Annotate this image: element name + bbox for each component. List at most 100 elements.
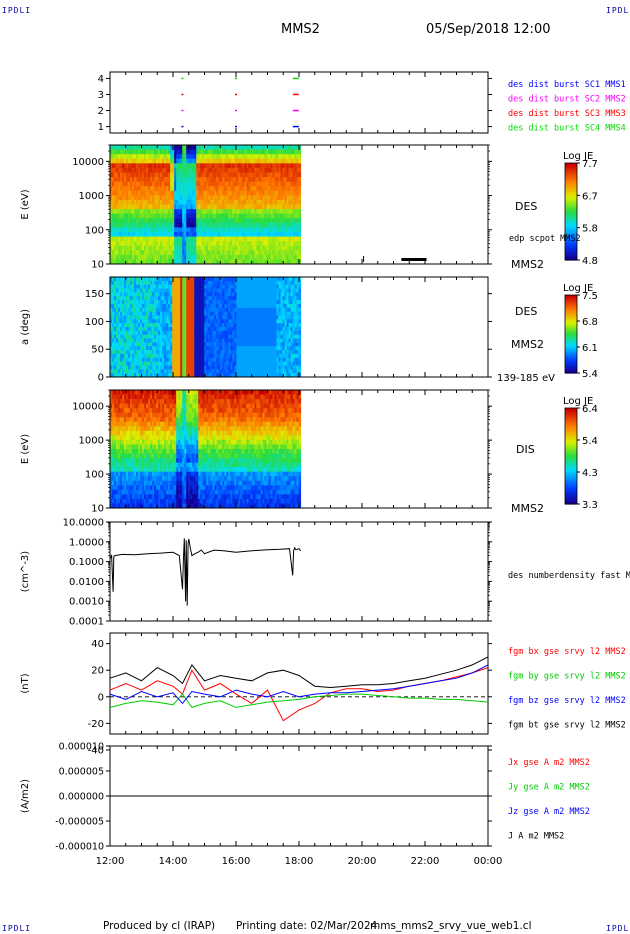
des-energy-cell	[270, 204, 273, 210]
des-pitch-cell	[276, 369, 280, 374]
des-energy-cell	[238, 259, 241, 265]
des-energy-cell	[112, 209, 115, 215]
des-pitch-cell	[170, 365, 173, 370]
des-pitch-cell	[208, 350, 211, 355]
des-energy-cell	[112, 186, 115, 192]
des-pitch-cell	[242, 284, 245, 290]
des-energy-cell	[258, 195, 261, 201]
des-energy-cell	[180, 190, 183, 196]
des-energy-cell	[132, 227, 135, 233]
des-energy-cell	[214, 213, 217, 219]
des-pitch-cell	[208, 300, 211, 305]
des-pitch-cell	[212, 280, 215, 286]
des-energy-cell	[236, 213, 239, 219]
des-energy-cell	[172, 158, 175, 164]
des-energy-cell	[178, 154, 181, 160]
des-energy-cell	[130, 149, 133, 155]
des-pitch-cell	[234, 361, 237, 366]
des-pitch-cell	[230, 319, 233, 324]
des-pitch-cell	[208, 342, 211, 347]
des-energy-cell	[198, 259, 201, 265]
des-energy-cell	[290, 181, 294, 187]
des-pitch-cell	[214, 292, 217, 297]
des-energy-cell	[202, 204, 205, 210]
des-energy-cell	[144, 149, 147, 155]
des-energy-cell	[240, 145, 243, 151]
des-energy-cell	[196, 163, 199, 169]
des-energy-cell	[166, 190, 169, 196]
des-energy-cell	[270, 199, 273, 205]
des-pitch-cell	[210, 296, 213, 301]
des-energy-cell	[148, 250, 151, 256]
des-pitch-cell	[110, 373, 113, 378]
des-pitch-cell	[162, 369, 165, 374]
des-energy-cell	[274, 154, 278, 160]
des-energy-cell	[186, 190, 189, 196]
des-pitch-cell	[224, 334, 227, 340]
des-energy-cell	[252, 149, 255, 155]
des-energy-cell	[112, 172, 115, 178]
des-pitch-cell	[240, 361, 243, 366]
des-energy-cell	[230, 227, 233, 233]
des-pitch-cell	[202, 296, 205, 301]
des-pitch-cell	[136, 280, 139, 286]
des-pitch-cell	[120, 373, 123, 378]
des-energy-cell	[200, 181, 203, 187]
des-energy-cell	[192, 245, 195, 251]
des-pitch-cell	[146, 296, 149, 301]
des-energy-cell	[140, 218, 143, 224]
des-energy-cell	[150, 195, 153, 201]
des-energy-cell	[288, 204, 292, 210]
des-pitch-cell	[192, 327, 195, 332]
des-energy-cell	[182, 245, 185, 251]
des-pitch-cell	[242, 353, 245, 359]
des-energy-cell	[296, 227, 300, 233]
des-energy-cell	[176, 213, 179, 219]
des-energy-cell	[262, 154, 265, 160]
des-energy-cell	[182, 204, 185, 210]
des-pitch-cell	[218, 342, 221, 347]
des-pitch-cell	[246, 373, 249, 378]
des-energy-cell	[264, 236, 267, 242]
des-pitch-cell	[130, 303, 133, 309]
des-pitch-cell	[138, 307, 141, 313]
des-energy-cell	[170, 149, 173, 155]
des-energy-cell	[126, 199, 129, 205]
des-pitch-cell	[272, 284, 275, 290]
des-energy-cell	[206, 254, 209, 260]
des-pitch-cell	[252, 307, 255, 313]
des-energy-cell	[294, 158, 298, 164]
des-energy-cell	[202, 236, 205, 242]
des-pitch-cell	[252, 361, 255, 366]
des-energy-cell	[202, 245, 205, 251]
des-pitch-cell	[154, 292, 157, 297]
des-energy-cell	[170, 167, 173, 173]
des-energy-cell	[140, 236, 143, 242]
des-energy-cell	[140, 190, 143, 196]
des-pitch-cell	[274, 369, 278, 374]
des-energy-cell	[122, 149, 125, 155]
des-pitch-cell	[246, 280, 249, 286]
des-pitch-cell	[154, 323, 157, 328]
des-energy-cell	[290, 245, 294, 251]
des-energy-cell	[214, 177, 217, 183]
des-energy-cell	[282, 250, 286, 256]
burst-legend-entry: des dist burst SC3 MMS3	[508, 109, 626, 119]
des-energy-cell	[220, 186, 223, 192]
des-energy-cell	[134, 254, 137, 260]
des-energy-cell	[132, 163, 135, 169]
des-pitch-cell	[184, 323, 187, 328]
des-energy-cell	[262, 190, 265, 196]
des-energy-cell	[120, 172, 123, 178]
des-pitch-cell	[206, 319, 209, 324]
des-energy-cell	[144, 250, 147, 256]
des-pitch-cell	[226, 373, 229, 378]
des-energy-cell	[140, 250, 143, 256]
des-energy-cell	[166, 195, 169, 201]
des-pitch-cell	[164, 369, 167, 374]
des-energy-cell	[126, 218, 129, 224]
des-pitch-cell	[156, 323, 159, 328]
des-energy-cell	[118, 145, 121, 151]
des-energy-cell	[112, 218, 115, 224]
des-energy-cell	[146, 259, 149, 265]
